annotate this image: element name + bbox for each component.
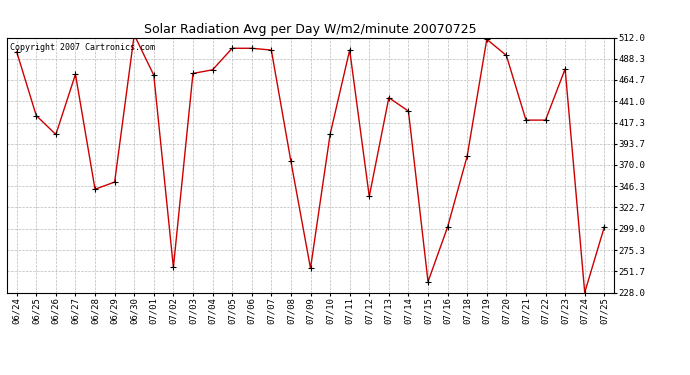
Title: Solar Radiation Avg per Day W/m2/minute 20070725: Solar Radiation Avg per Day W/m2/minute …	[144, 23, 477, 36]
Text: Copyright 2007 Cartronics.com: Copyright 2007 Cartronics.com	[10, 43, 155, 52]
